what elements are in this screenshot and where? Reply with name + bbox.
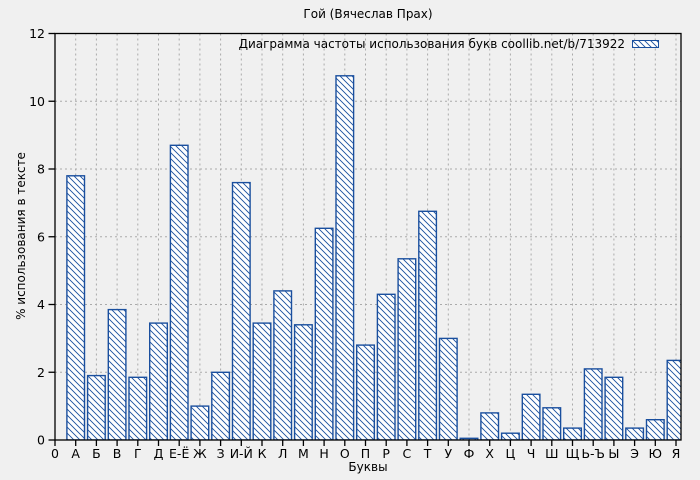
legend-swatch-icon (632, 40, 659, 48)
chart-title: Гой (Вячеслав Прах) (303, 7, 433, 21)
x-tick-label: Т (423, 446, 432, 461)
bar-О (335, 75, 355, 440)
x-tick-label: К (258, 446, 267, 461)
bar-П (356, 344, 376, 440)
x-tick-label: С (403, 446, 412, 461)
y-tick-label: 8 (37, 162, 45, 177)
bar-З (211, 371, 231, 440)
bar-Э (625, 427, 645, 440)
bar-Х (480, 412, 500, 440)
bar-А (66, 175, 86, 440)
y-axis-label: % использования в тексте (14, 152, 28, 320)
y-tick-label: 0 (37, 433, 45, 448)
bar-Б (86, 374, 106, 440)
bar-С (397, 258, 417, 440)
bar-Ю (645, 419, 665, 440)
legend: Диаграмма частоты использования букв coo… (239, 37, 659, 51)
x-tick-label: Ю (649, 446, 663, 461)
x-tick-label: И-Й (230, 446, 253, 461)
y-tick-label: 6 (37, 229, 45, 244)
x-tick-label: Б (92, 446, 101, 461)
x-tick-label: Ш (545, 446, 558, 461)
bar-Г (128, 376, 148, 440)
legend-label: Диаграмма частоты использования букв coo… (238, 37, 625, 51)
x-tick-label: Щ (566, 446, 580, 461)
x-tick-label: Р (382, 446, 390, 461)
x-tick-label: П (361, 446, 370, 461)
x-tick-label: Е-Ё (169, 446, 189, 461)
x-tick-label: З (217, 446, 225, 461)
bar-М (293, 324, 313, 440)
bar-К (252, 322, 272, 440)
x-tick-label: М (298, 446, 309, 461)
x-tick-label: Н (319, 446, 328, 461)
x-tick-label: В (113, 446, 122, 461)
bar-Е-Ё (169, 144, 189, 440)
bar-Ш (542, 407, 562, 440)
bar-Т (418, 210, 438, 440)
x-axis-label: Буквы (348, 460, 388, 474)
x-tick-label: Ц (506, 446, 516, 461)
x-tick-label: Х (485, 446, 494, 461)
y-tick-label: 10 (29, 94, 45, 109)
bar-В (107, 308, 127, 440)
x-tick-label: Ф (464, 446, 475, 461)
bars-group (66, 75, 681, 440)
x-tick-label: Ь-Ъ (581, 446, 605, 461)
bar-Ч (521, 393, 541, 440)
x-tick-label: Л (278, 446, 287, 461)
x-tick-label: Ч (527, 446, 536, 461)
bar-Р (376, 293, 396, 440)
x-tick-label: У (444, 446, 452, 461)
x-tick-label: Я (672, 446, 681, 461)
x-tick-label: О (340, 446, 350, 461)
bar-Ь-Ъ (583, 368, 603, 440)
x-tick-label: Г (134, 446, 142, 461)
y-tick-label: 12 (29, 26, 45, 41)
x-tick-label: Э (630, 446, 639, 461)
bar-И-Й (231, 181, 251, 440)
bar-У (438, 337, 458, 440)
x-tick-label: А (71, 446, 80, 461)
bar-Щ (563, 427, 583, 440)
bar-Ы (604, 376, 624, 440)
y-tick-label: 4 (37, 297, 45, 312)
x-tick-label: Ы (608, 446, 619, 461)
bar-Д (148, 322, 168, 440)
bar-Л (273, 290, 293, 440)
x-origin-label: 0 (51, 446, 59, 461)
x-tick-label: Ж (193, 446, 207, 461)
bar-Я (666, 359, 681, 440)
x-tick-label: Д (154, 446, 164, 461)
bar-Н (314, 227, 334, 440)
bar-Ж (190, 405, 210, 440)
bar-Ц (500, 432, 520, 440)
y-tick-label: 2 (37, 365, 45, 380)
